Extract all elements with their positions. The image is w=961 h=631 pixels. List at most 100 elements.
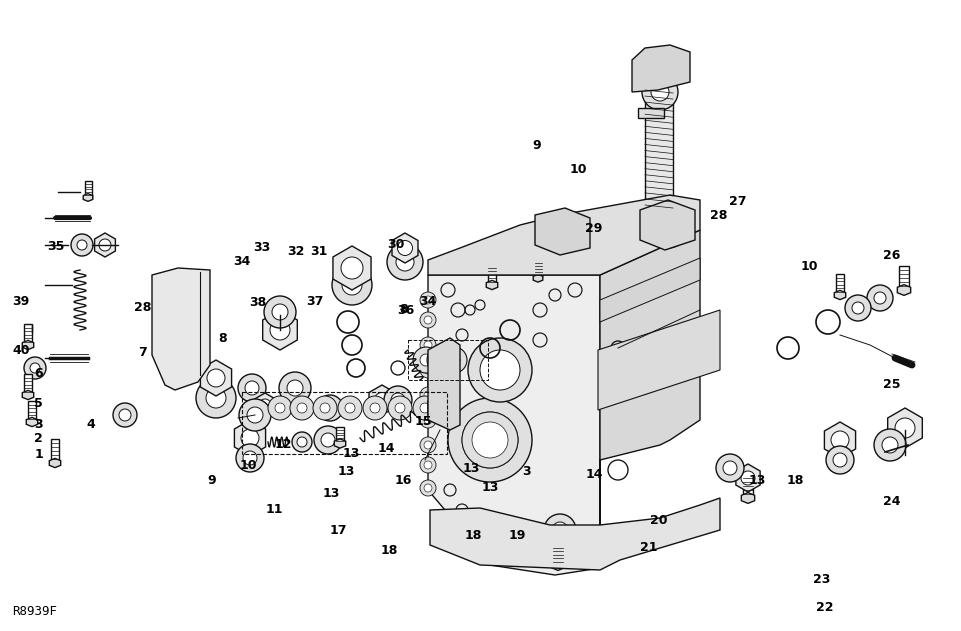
Polygon shape [428,195,700,275]
Polygon shape [535,208,590,255]
Circle shape [272,304,288,320]
Circle shape [472,422,508,458]
Circle shape [831,431,849,449]
Bar [899,266,909,290]
Text: 22: 22 [816,601,833,613]
Bar [408,340,488,380]
Circle shape [77,240,87,250]
Circle shape [550,220,574,244]
Text: 9: 9 [208,475,215,487]
Circle shape [433,401,447,415]
Circle shape [396,253,414,271]
Circle shape [544,534,572,562]
Circle shape [462,412,518,468]
Text: 6: 6 [35,367,42,380]
Circle shape [424,416,432,424]
Text: 9: 9 [532,139,540,151]
Text: 37: 37 [307,295,324,308]
Circle shape [24,357,46,379]
Circle shape [388,396,412,420]
Text: 10: 10 [239,459,257,472]
Text: 13: 13 [337,466,355,478]
Text: 19: 19 [508,529,526,541]
Bar [28,401,37,422]
Polygon shape [825,422,855,458]
Circle shape [544,514,576,546]
Bar [645,90,673,205]
Bar [51,439,60,463]
Circle shape [882,437,898,453]
Text: 7: 7 [137,346,147,358]
Circle shape [642,74,678,110]
Polygon shape [84,194,93,201]
Circle shape [387,244,423,280]
Text: 34: 34 [419,295,436,308]
Circle shape [424,296,432,304]
Circle shape [375,392,389,408]
Circle shape [424,484,432,492]
Text: 5: 5 [34,398,43,410]
Circle shape [342,275,362,295]
Circle shape [207,369,225,387]
Polygon shape [49,458,61,468]
Circle shape [424,366,432,374]
Circle shape [264,296,296,328]
Circle shape [391,393,405,407]
Text: 13: 13 [342,447,359,459]
Bar [638,108,664,118]
Circle shape [384,386,412,414]
Text: 18: 18 [464,529,481,541]
Circle shape [420,337,436,353]
Bar [335,427,344,444]
Text: 36: 36 [397,304,414,317]
Circle shape [324,402,336,414]
Polygon shape [201,360,232,396]
Circle shape [370,403,380,413]
Circle shape [448,398,532,482]
Text: 31: 31 [310,245,328,257]
Circle shape [290,396,314,420]
Polygon shape [632,45,690,92]
Polygon shape [428,275,600,575]
Circle shape [420,403,430,413]
Bar [242,392,447,454]
Bar [24,374,33,395]
Text: 4: 4 [86,418,96,430]
Text: 17: 17 [330,524,347,536]
Bar [836,274,844,295]
Circle shape [420,354,432,366]
Circle shape [321,433,335,447]
Circle shape [723,461,737,475]
Polygon shape [152,268,210,390]
Circle shape [552,522,568,538]
Circle shape [874,292,886,304]
Circle shape [320,403,330,413]
Polygon shape [741,493,754,504]
Circle shape [270,320,290,340]
Circle shape [196,378,236,418]
Circle shape [287,380,303,396]
Circle shape [420,480,436,496]
Circle shape [434,354,446,366]
Circle shape [420,387,436,403]
Circle shape [99,239,111,251]
Text: 14: 14 [378,442,395,454]
Polygon shape [834,290,846,300]
Text: 15: 15 [414,415,431,428]
Circle shape [658,218,678,238]
Circle shape [845,295,871,321]
Text: 14: 14 [585,468,603,481]
Text: 13: 13 [462,462,480,475]
Text: 1: 1 [34,448,43,461]
Polygon shape [333,246,371,290]
Bar [743,474,752,498]
Text: 3: 3 [35,418,42,430]
Text: 38: 38 [249,297,266,309]
Text: 10: 10 [801,260,818,273]
Polygon shape [600,258,700,322]
Circle shape [420,457,436,473]
Circle shape [551,541,565,555]
Circle shape [462,412,518,468]
Circle shape [363,396,387,420]
Circle shape [424,441,432,449]
